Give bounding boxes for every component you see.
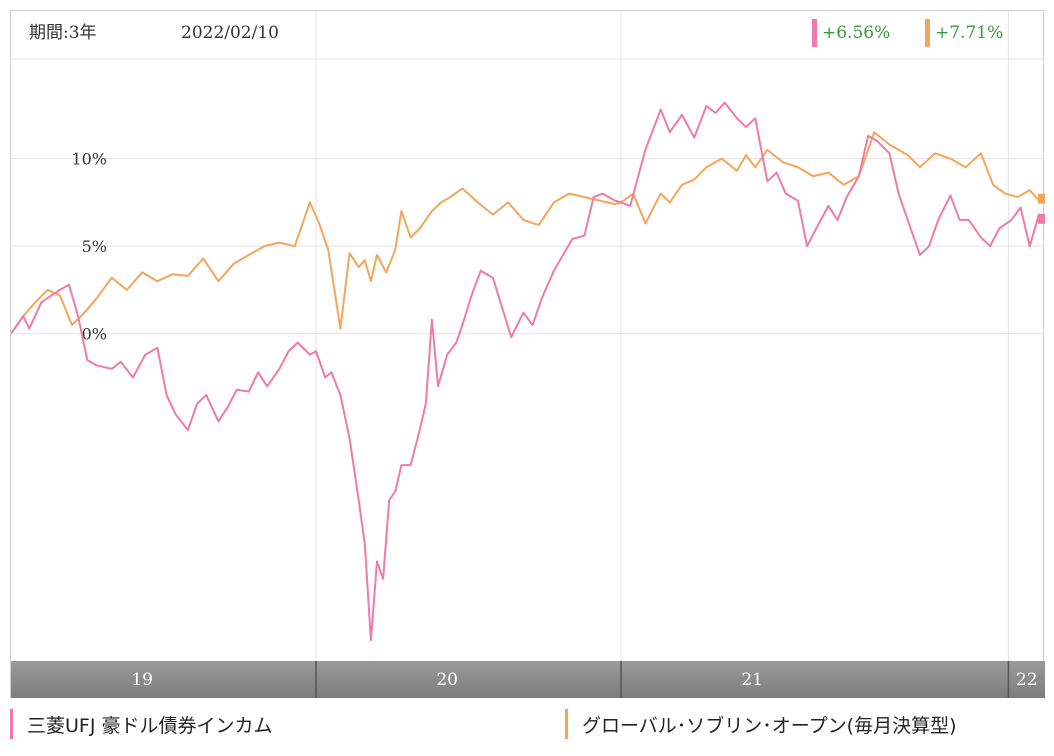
date-label: 2022/02/10	[181, 23, 279, 43]
legend-item-series-1[interactable]: 三菱UFJ 豪ドル債券インカム	[10, 708, 272, 740]
y-tick-label-1: 5%	[82, 237, 107, 256]
year-label-22: 22	[1016, 670, 1038, 690]
chart-header: 期間:3年 2022/02/10 +6.56% +7.71%	[29, 19, 1003, 47]
legend-swatch-series-2	[565, 709, 568, 739]
series-line-2	[11, 131, 1045, 335]
return-value-series-1: +6.56%	[822, 23, 890, 43]
legend-label-series-2: グローバル･ソブリン･オープン(毎月決算型)	[582, 714, 957, 737]
legend-label-series-1: 三菱UFJ 豪ドル債券インカム	[27, 714, 273, 737]
period-label[interactable]: 期間:3年	[29, 23, 97, 43]
x-axis-year-band: 19 20 21 22	[11, 661, 1045, 698]
year-label-20: 20	[436, 670, 458, 690]
line-chart: 期間:3年 2022/02/10 +6.56% +7.71% 10% 5% 0% 1…	[11, 11, 1045, 698]
year-label-21: 21	[741, 670, 763, 690]
legend-item-series-2[interactable]: グローバル･ソブリン･オープン(毎月決算型)	[565, 708, 957, 740]
legend-swatch-series-1	[10, 709, 13, 739]
legend: 三菱UFJ 豪ドル債券インカム グローバル･ソブリン･オープン(毎月決算型)	[10, 708, 1044, 744]
series-end-marker-1	[1038, 213, 1045, 224]
y-axis-ticks: 10% 5% 0%	[71, 150, 107, 344]
return-swatch-series-1	[812, 19, 817, 47]
return-swatch-series-2	[925, 19, 930, 47]
series-line-1	[11, 101, 1045, 642]
y-tick-label-2: 0%	[82, 325, 107, 344]
series	[11, 101, 1045, 642]
chart-frame: 期間:3年 2022/02/10 +6.56% +7.71% 10% 5% 0% 1…	[10, 10, 1045, 698]
y-tick-label-0: 10%	[71, 150, 107, 169]
series-end-marker-2	[1038, 193, 1045, 204]
year-label-19: 19	[131, 670, 153, 690]
grid	[11, 11, 1045, 661]
year-band-background	[11, 661, 1045, 698]
return-value-series-2: +7.71%	[935, 23, 1003, 43]
